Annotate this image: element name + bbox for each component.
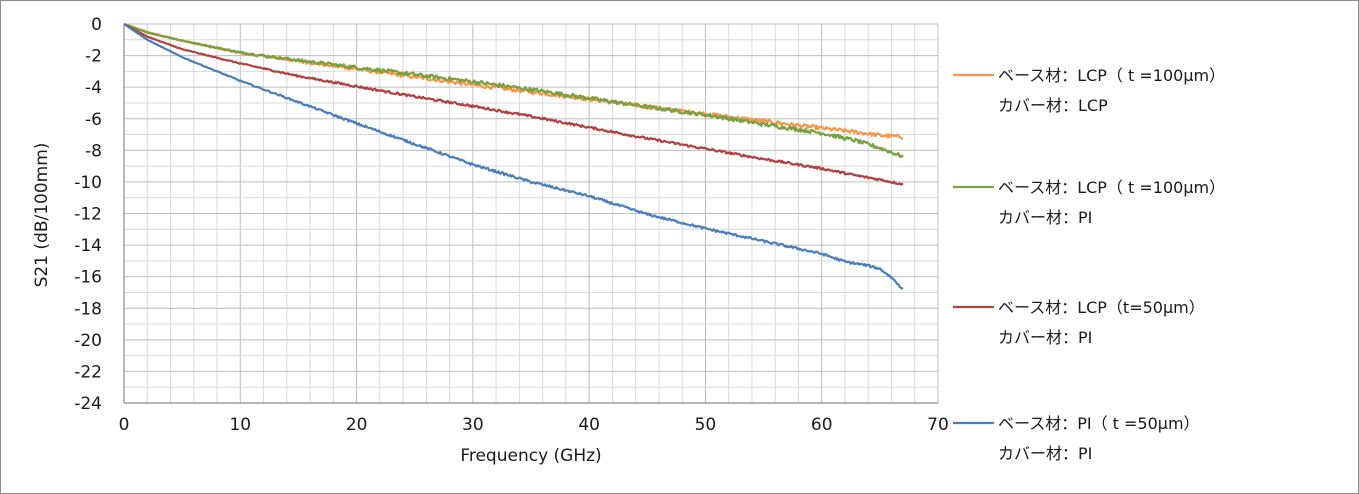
y-tick-label: -2 xyxy=(85,47,102,67)
x-tick-label: 60 xyxy=(811,415,833,435)
y-tick-label: -10 xyxy=(74,173,102,193)
series-line-2 xyxy=(123,22,904,159)
legend-sublabel-4: カバー材：PI xyxy=(998,444,1092,463)
y-tick-label: -8 xyxy=(85,141,102,161)
x-tick-label: 50 xyxy=(695,415,717,435)
y-tick-label: -18 xyxy=(74,299,102,319)
tick-labels: 0 10 20 30 40 50 60 70 0 -2 -4 -6 -8 -10 -12 -14 -16 -18 -… xyxy=(74,15,949,435)
series-line-4 xyxy=(123,23,904,290)
y-tick-label: -4 xyxy=(85,78,102,98)
axes xyxy=(123,23,939,404)
y-tick-label: -20 xyxy=(74,331,102,351)
y-tick-label: 0 xyxy=(91,15,102,35)
x-tick-label: 40 xyxy=(578,415,600,435)
y-tick-label: -14 xyxy=(74,236,102,256)
y-tick-label: -24 xyxy=(74,394,102,414)
grid-lines xyxy=(123,23,939,404)
x-tick-label: 30 xyxy=(462,415,484,435)
series-lines xyxy=(123,22,904,290)
x-tick-label: 0 xyxy=(119,415,130,435)
legend-sublabel-2: カバー材：PI xyxy=(998,208,1092,227)
y-tick-label: -6 xyxy=(85,110,102,130)
y-tick-label: -22 xyxy=(74,362,102,382)
legend-label-3: ベース材：LCP（t=50μm） xyxy=(998,298,1205,317)
x-tick-label: 20 xyxy=(346,415,368,435)
legend-sublabel-3: カバー材：PI xyxy=(998,328,1092,347)
legend: ベース材：LCP（ t =100μm） カバー材：LCP ベース材：LCP（ t =… xyxy=(953,66,1225,463)
y-tick-label: -12 xyxy=(74,205,102,225)
x-axis-title: Frequency (GHz) xyxy=(460,446,601,466)
legend-label-1: ベース材：LCP（ t =100μm） xyxy=(998,66,1225,85)
y-tick-label: -16 xyxy=(74,268,102,288)
legend-label-2: ベース材：LCP（ t =100μm） xyxy=(998,178,1225,197)
x-tick-label: 10 xyxy=(229,415,251,435)
y-axis-title: S21 (dB/100mm) xyxy=(32,143,52,288)
series-line-3 xyxy=(123,23,904,186)
legend-sublabel-1: カバー材：LCP xyxy=(998,96,1108,115)
legend-label-4: ベース材：PI（ t =50μm） xyxy=(998,414,1200,433)
x-tick-label: 70 xyxy=(927,415,949,435)
